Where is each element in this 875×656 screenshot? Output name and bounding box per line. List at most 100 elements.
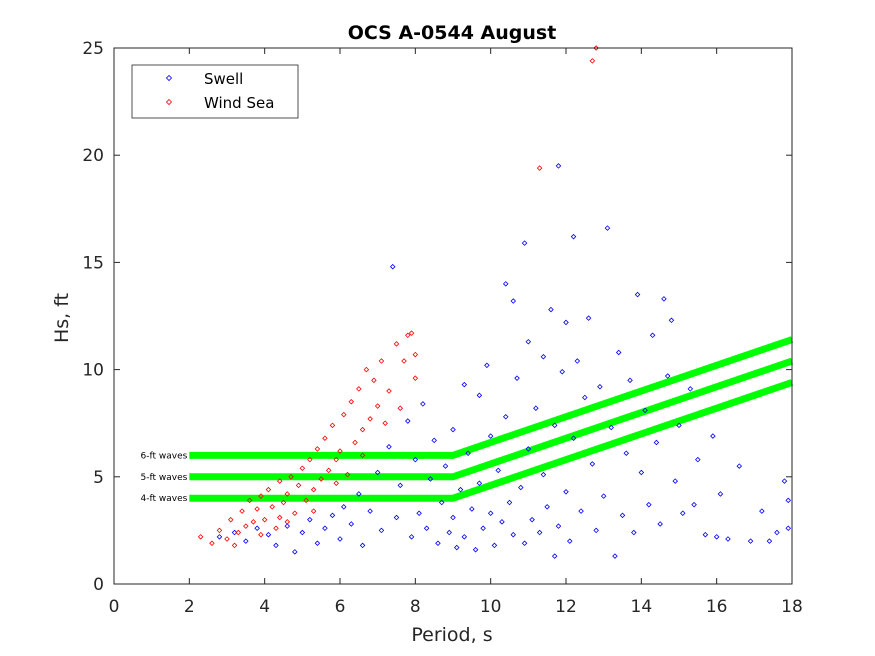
point-swell-57	[506, 499, 513, 506]
point-swell-47	[476, 480, 483, 486]
point-swell-66	[533, 405, 539, 411]
point-swell-24	[397, 482, 404, 489]
point-wind-sea-41	[371, 377, 377, 384]
point-swell-30	[423, 525, 430, 532]
point-wind-sea-25	[310, 486, 317, 493]
point-swell-25	[405, 418, 411, 424]
point-swell-124	[713, 534, 720, 540]
point-wind-sea-4	[228, 516, 234, 523]
point-swell-91	[615, 349, 622, 356]
point-wind-sea-52	[382, 420, 388, 426]
legend-marker-wind-sea	[165, 98, 173, 106]
point-swell-109	[687, 386, 694, 392]
point-swell-35	[442, 463, 449, 469]
point-swell-18	[367, 508, 373, 514]
point-swell-34	[438, 499, 445, 506]
point-wind-sea-51	[397, 405, 404, 411]
y-tick-label: 15	[82, 253, 104, 273]
point-swell-56	[502, 414, 509, 420]
point-swell-102	[657, 521, 663, 527]
point-wind-sea-7	[243, 523, 249, 529]
point-swell-88	[604, 225, 611, 231]
reference-line-4-ft-waves	[189, 379, 794, 502]
point-swell-108	[680, 510, 686, 517]
point-wind-sea-19	[288, 474, 294, 480]
reference-line-5-ft-waves	[189, 357, 794, 481]
point-wind-sea-13	[265, 486, 272, 493]
point-wind-sea-44	[386, 388, 392, 394]
point-swell-14	[341, 504, 347, 510]
point-swell-52	[491, 542, 498, 549]
point-wind-sea-53	[359, 452, 366, 459]
point-wind-sea-6	[239, 508, 245, 514]
point-swell-32	[431, 437, 437, 444]
point-wind-sea-61	[593, 45, 599, 51]
point-swell-3	[254, 525, 260, 532]
point-swell-45	[472, 546, 479, 553]
point-swell-23	[393, 514, 400, 521]
point-swell-68	[540, 353, 547, 360]
point-swell-125	[570, 233, 577, 240]
point-swell-106	[672, 478, 678, 484]
point-wind-sea-5	[235, 529, 242, 536]
point-wind-sea-3	[224, 536, 230, 542]
point-swell-99	[646, 501, 652, 508]
point-wind-sea-38	[359, 426, 366, 433]
point-wind-sea-40	[367, 416, 373, 422]
point-swell-54	[499, 519, 505, 525]
point-swell-90	[612, 553, 618, 559]
point-swell-0	[216, 534, 223, 540]
point-swell-123	[691, 501, 697, 508]
x-tick-label: 16	[706, 597, 728, 617]
point-wind-sea-23	[303, 497, 309, 504]
point-swell-71	[548, 306, 554, 313]
point-wind-sea-34	[344, 471, 351, 478]
point-swell-69	[540, 471, 547, 478]
point-swell-26	[408, 534, 415, 540]
point-swell-84	[589, 461, 596, 467]
point-wind-sea-42	[374, 403, 381, 409]
x-tick-label: 0	[109, 597, 120, 617]
point-swell-20	[378, 527, 385, 534]
point-swell-86	[597, 383, 603, 390]
point-swell-119	[774, 529, 780, 536]
x-tick-label: 4	[259, 597, 270, 617]
point-wind-sea-43	[378, 358, 385, 364]
point-swell-79	[570, 435, 577, 441]
point-swell-74	[555, 523, 562, 529]
point-swell-64	[525, 446, 532, 452]
plot-frame	[113, 47, 793, 585]
point-wind-sea-22	[299, 465, 306, 471]
point-swell-41	[461, 381, 468, 388]
point-wind-sea-16	[276, 478, 283, 484]
point-swell-75	[559, 368, 565, 375]
point-wind-sea-8	[246, 497, 253, 504]
point-wind-sea-35	[348, 398, 355, 405]
point-swell-62	[521, 540, 528, 547]
point-swell-82	[582, 394, 588, 401]
point-swell-12	[329, 512, 336, 519]
point-swell-94	[627, 377, 633, 384]
reference-label-6-ft-waves: 6-ft waves	[141, 451, 188, 461]
legend-box	[131, 64, 299, 119]
legend-label-swell: Swell	[204, 70, 243, 88]
point-swell-121	[785, 497, 791, 504]
point-swell-127	[551, 553, 558, 559]
point-wind-sea-0	[197, 534, 204, 540]
point-swell-76	[563, 489, 569, 495]
point-swell-37	[450, 426, 456, 433]
point-wind-sea-50	[412, 375, 419, 381]
point-swell-104	[664, 373, 671, 379]
point-swell-100	[649, 332, 656, 339]
point-swell-17	[359, 542, 366, 549]
point-wind-sea-26	[314, 446, 321, 452]
reference-line-6-ft-waves	[189, 336, 794, 459]
point-swell-10	[314, 540, 321, 547]
point-swell-107	[676, 422, 682, 429]
point-swell-80	[574, 358, 581, 364]
point-wind-sea-1	[209, 540, 215, 547]
point-wind-sea-59	[276, 514, 283, 521]
plot-area	[114, 48, 792, 584]
y-tick-label: 0	[93, 575, 104, 595]
reference-lines	[189, 336, 794, 502]
